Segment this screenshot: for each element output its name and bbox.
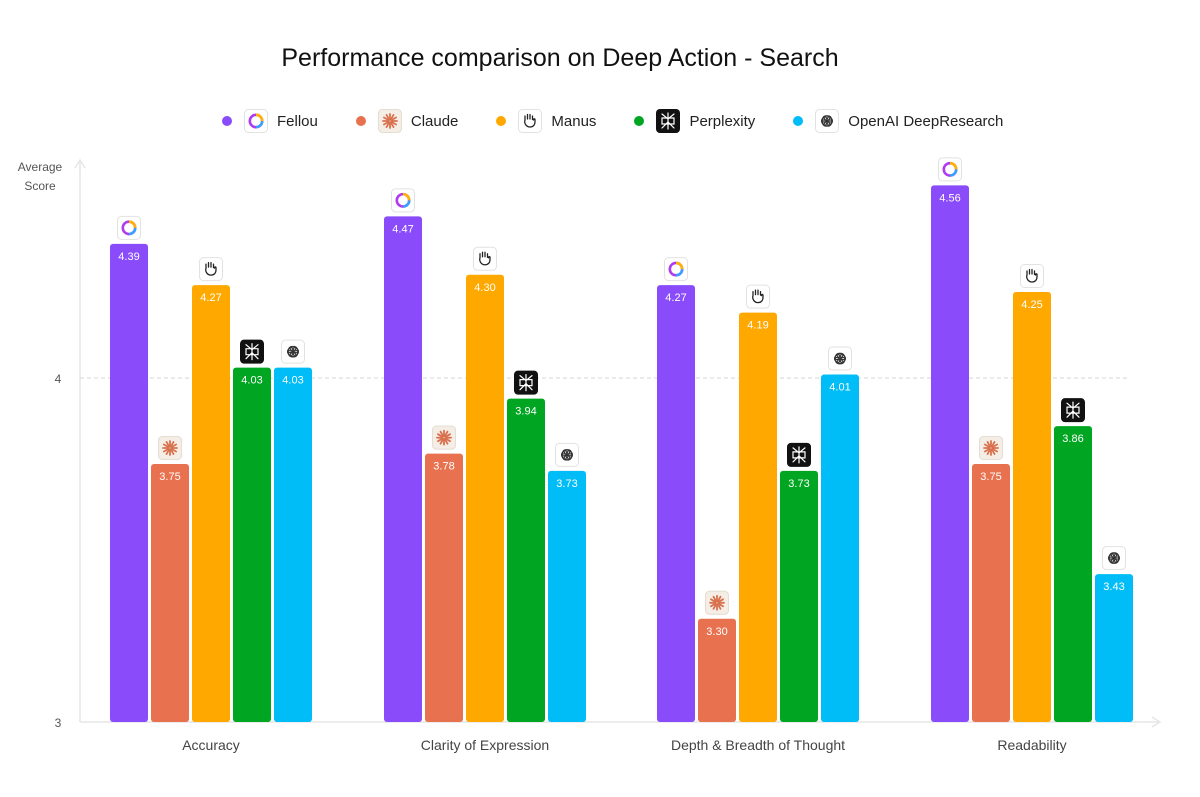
data-label: 3.78	[433, 461, 454, 473]
y-axis-title: Average Score	[18, 160, 63, 193]
manus-hand-icon	[746, 284, 770, 309]
bar	[233, 367, 271, 722]
bar	[931, 185, 969, 723]
claude-burst-icon	[705, 590, 729, 615]
fellou-ring-icon	[391, 188, 415, 213]
bar	[274, 367, 312, 722]
fellou-ring-icon	[664, 257, 688, 282]
perplexity-icon	[240, 339, 264, 364]
openai-knot-icon	[281, 339, 305, 364]
bar	[507, 398, 545, 722]
bar	[739, 312, 777, 722]
legend-item-perplexity: Perplexity	[634, 109, 755, 133]
legend-color-dot	[355, 116, 366, 126]
legend-color-dot	[222, 116, 232, 126]
manus-hand-icon	[1020, 264, 1044, 288]
claude-burst-icon	[979, 436, 1003, 460]
legend-label: Manus	[551, 112, 597, 130]
bar	[1095, 574, 1133, 722]
legend-item-manus: Manus	[496, 109, 596, 133]
legend: Fellou Claude Manus Perplexity OpenAI De…	[222, 109, 1003, 133]
openai-knot-icon	[828, 346, 852, 371]
data-label: 4.03	[241, 375, 262, 387]
bar	[972, 464, 1010, 722]
data-label: 3.75	[159, 471, 180, 483]
fellou-ring-icon	[244, 109, 268, 133]
data-label: 3.75	[980, 471, 1001, 483]
x-axis-arrow	[1151, 716, 1162, 728]
perplexity-icon	[514, 370, 538, 395]
legend-color-dot	[496, 116, 507, 126]
x-tick-label: Clarity of Expression	[421, 737, 549, 753]
data-label: 3.73	[556, 478, 577, 490]
perplexity-icon	[787, 442, 811, 467]
openai-knot-icon	[1102, 546, 1126, 571]
x-tick-label: Readability	[997, 737, 1066, 753]
manus-hand-icon	[473, 246, 497, 271]
data-label: 4.56	[939, 192, 960, 204]
bar	[657, 285, 695, 722]
data-label: 4.27	[665, 292, 686, 304]
data-label: 3.73	[788, 478, 809, 490]
x-tick-label: Accuracy	[182, 737, 240, 753]
bar	[192, 285, 230, 722]
legend-color-dot	[634, 116, 645, 126]
legend-item-openai: OpenAI DeepResearch	[793, 109, 1003, 133]
data-label: 3.86	[1062, 433, 1083, 445]
legend-color-dot	[793, 116, 804, 126]
manus-hand-icon	[518, 109, 543, 133]
data-label: 3.43	[1103, 581, 1124, 593]
data-label: 4.03	[282, 375, 303, 387]
manus-hand-icon	[199, 257, 223, 282]
legend-item-fellou: Fellou	[222, 109, 318, 133]
legend-label: Perplexity	[689, 112, 756, 130]
perplexity-icon	[1061, 398, 1085, 423]
legend-label: Claude	[410, 112, 459, 130]
y-tick-label: 3	[55, 716, 62, 730]
x-tick-label: Depth & Breadth of Thought	[671, 737, 845, 753]
data-label: 4.25	[1021, 299, 1042, 311]
claude-burst-icon	[432, 425, 456, 450]
fellou-ring-icon	[117, 215, 141, 240]
bar	[821, 374, 859, 722]
claude-burst-icon	[377, 109, 402, 133]
perplexity-icon	[656, 109, 681, 133]
data-label: 4.19	[747, 320, 768, 332]
y-tick-label: 4	[55, 372, 62, 386]
legend-label: Fellou	[277, 112, 318, 130]
bar	[1054, 426, 1092, 722]
data-label: 3.94	[515, 406, 536, 418]
data-label: 4.30	[474, 282, 495, 294]
bar	[151, 464, 189, 722]
openai-knot-icon	[555, 442, 579, 467]
bar	[110, 243, 148, 722]
openai-knot-icon	[815, 109, 840, 133]
data-label: 4.01	[829, 382, 850, 394]
legend-label: OpenAI DeepResearch	[848, 112, 1004, 130]
data-label: 4.27	[200, 292, 221, 304]
fellou-ring-icon	[938, 157, 962, 182]
bar	[425, 453, 463, 722]
claude-burst-icon	[158, 436, 182, 460]
chart-title: Performance comparison on Deep Action - …	[281, 44, 839, 72]
data-label: 4.39	[118, 251, 139, 263]
bar	[698, 618, 736, 722]
bar	[780, 470, 818, 722]
y-axis-arrow	[74, 158, 86, 169]
data-label: 3.30	[706, 626, 727, 638]
bar	[466, 274, 504, 722]
bar	[384, 216, 422, 722]
legend-item-claude: Claude	[355, 109, 459, 133]
bar	[548, 470, 586, 722]
bar	[1013, 292, 1051, 722]
data-label: 4.47	[392, 223, 413, 235]
